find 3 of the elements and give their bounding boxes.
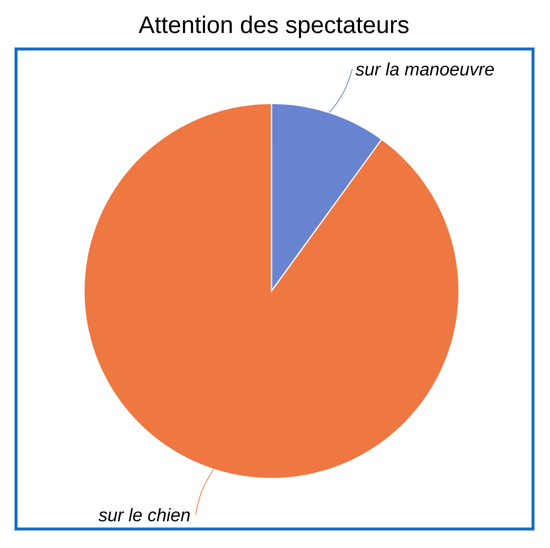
chart-title: Attention des spectateurs xyxy=(138,16,409,38)
slice-label: sur le chien xyxy=(98,508,190,522)
slice-label: sur la manoeuvre xyxy=(356,62,494,76)
